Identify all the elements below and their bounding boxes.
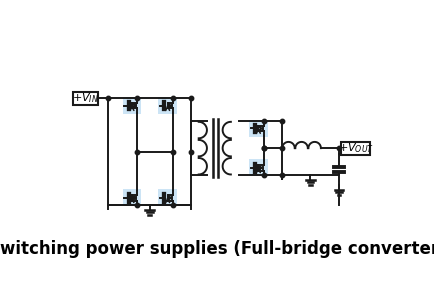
Bar [340,142,369,155]
Text: $+V_{OUT}$: $+V_{OUT}$ [337,141,373,155]
Bar [72,92,98,104]
Polygon shape [260,127,262,130]
Text: Switching power supplies (Full-bridge converter): Switching power supplies (Full-bridge co… [0,240,434,258]
Polygon shape [169,197,171,199]
Text: $+V_{IN}$: $+V_{IN}$ [72,91,99,105]
Bar [249,159,267,176]
Bar [249,120,267,137]
Bar [158,189,177,206]
Polygon shape [260,167,262,169]
Bar [122,189,141,206]
Bar [122,97,141,114]
Polygon shape [134,197,136,199]
Polygon shape [134,104,136,107]
Polygon shape [169,104,171,107]
Bar [158,97,177,114]
